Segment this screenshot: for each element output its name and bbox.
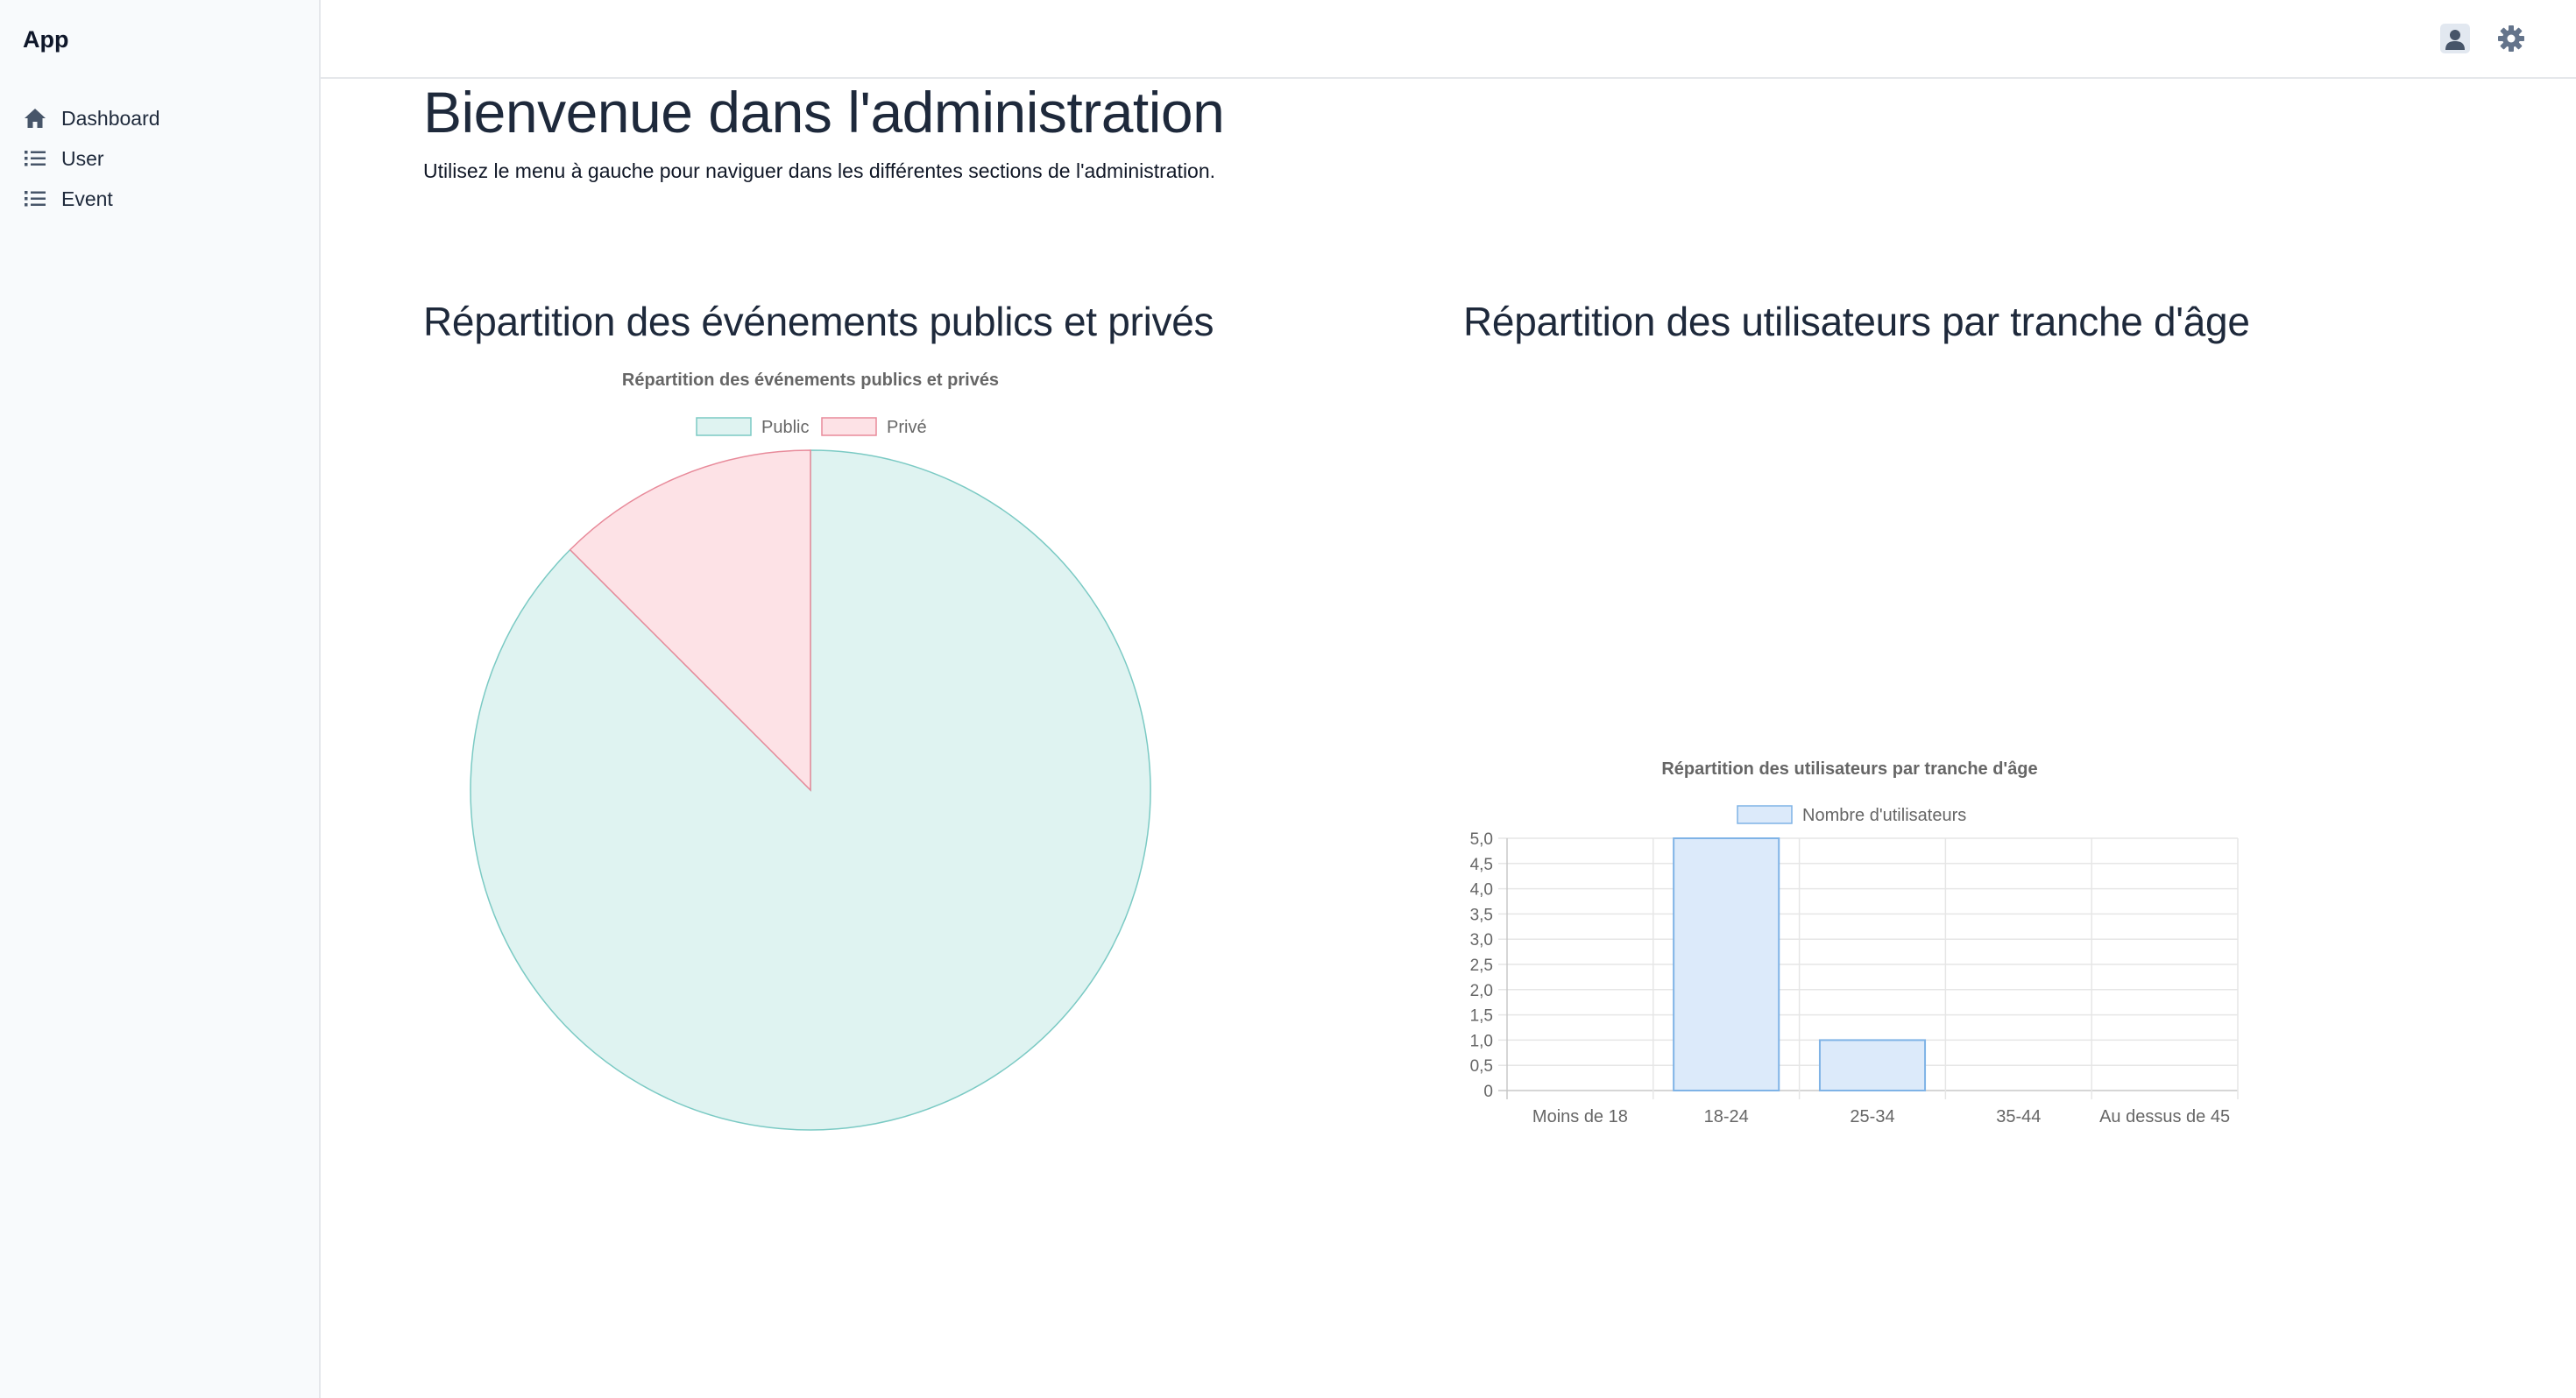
sidebar-item-dashboard[interactable]: Dashboard — [23, 98, 303, 138]
section-title-users: Répartition des utilisateurs par tranche… — [1463, 299, 2250, 344]
user-icon[interactable] — [2439, 23, 2471, 54]
sidebar-item-label: Event — [61, 187, 113, 210]
gear-icon[interactable] — [2497, 25, 2525, 53]
list-icon — [23, 146, 47, 171]
app-title[interactable]: App — [23, 26, 69, 53]
sidebar: App Dashboard User — [0, 0, 321, 1398]
sidebar-item-label: Dashboard — [61, 106, 160, 130]
sidebar-item-label: User — [61, 146, 104, 170]
main-content: Bienvenue dans l'administration Utilisez… — [321, 79, 2576, 1398]
section-title-events: Répartition des événements publics et pr… — [423, 299, 1214, 344]
page-subtitle: Utilisez le menu à gauche pour naviguer … — [423, 159, 1216, 182]
list-icon — [23, 187, 47, 211]
page-title: Bienvenue dans l'administration — [423, 80, 1225, 145]
sidebar-item-event[interactable]: Event — [23, 179, 303, 219]
sidebar-nav: Dashboard User — [23, 98, 303, 219]
top-bar — [321, 0, 2576, 79]
sidebar-item-user[interactable]: User — [23, 138, 303, 179]
home-icon — [23, 106, 47, 131]
